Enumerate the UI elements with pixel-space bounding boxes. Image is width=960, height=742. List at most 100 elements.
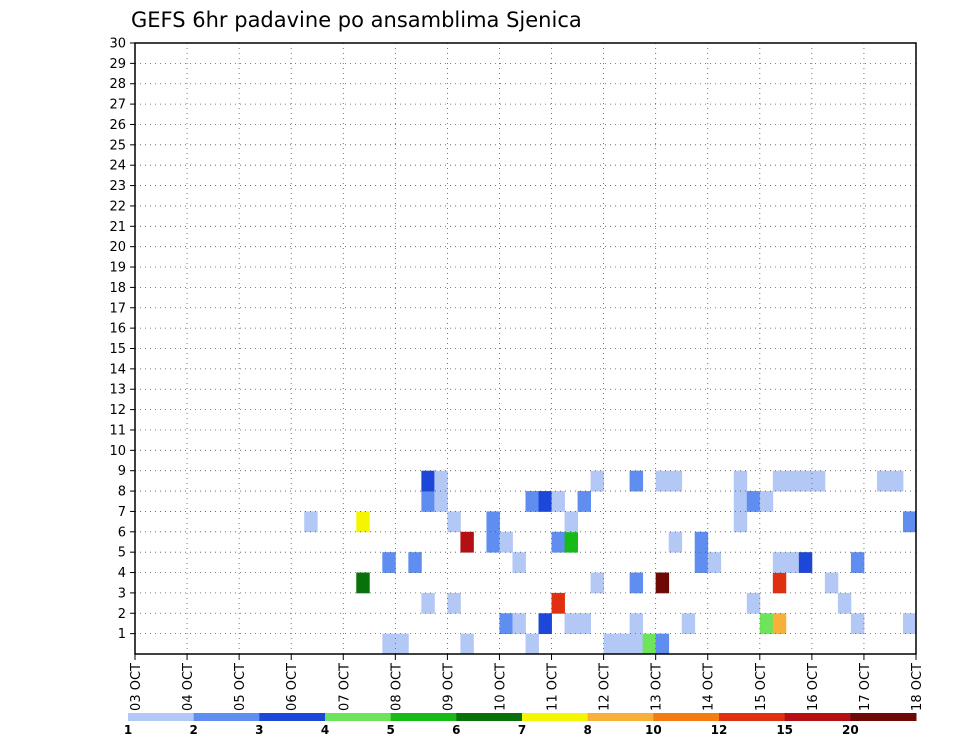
heatmap-cell — [772, 613, 787, 635]
heatmap-cell — [655, 572, 670, 594]
heatmap-cell — [902, 613, 917, 635]
y-tick-label: 3 — [118, 586, 126, 601]
heatmap-cell — [408, 552, 422, 573]
colorbar-label: 8 — [583, 723, 591, 737]
heatmap-cell — [889, 470, 904, 492]
heatmap-cell — [460, 531, 474, 553]
y-tick-label: 20 — [109, 240, 126, 255]
colorbar-swatch — [719, 713, 786, 721]
y-tick-label: 8 — [118, 485, 126, 500]
heatmap-cell — [395, 633, 409, 655]
colorbar-swatch — [193, 713, 260, 721]
heatmap-cell — [707, 552, 722, 573]
heatmap-cell — [629, 633, 644, 655]
y-tick-label: 18 — [109, 281, 126, 296]
x-tick-label: 15 OCT — [754, 663, 769, 711]
colorbar-label: 15 — [776, 723, 793, 737]
heatmap-cell — [551, 592, 565, 614]
heatmap-cell — [902, 511, 917, 533]
heatmap-cell — [681, 613, 696, 635]
heatmap-cell — [551, 491, 565, 512]
x-tick-label: 18 OCT — [910, 663, 925, 711]
colorbar-label: 7 — [518, 723, 526, 737]
y-tick-label: 17 — [109, 301, 126, 316]
x-tick-label: 06 OCT — [285, 663, 300, 711]
colorbar-swatch — [128, 713, 195, 721]
y-tick-label: 30 — [109, 37, 126, 52]
y-tick-label: 5 — [118, 546, 126, 561]
y-tick-label: 15 — [109, 342, 126, 357]
colorbar-label: 10 — [645, 723, 662, 737]
heatmap-cell — [668, 531, 683, 553]
heatmap-cell — [655, 470, 670, 492]
x-tick-label: 12 OCT — [598, 663, 613, 711]
heatmap-cell — [356, 572, 370, 594]
y-tick-label: 21 — [109, 220, 126, 235]
heatmap-cell — [850, 613, 865, 635]
heatmap-cell — [382, 633, 396, 655]
heatmap-cell — [577, 613, 591, 635]
heatmap-cell — [460, 633, 474, 655]
x-tick-label: 08 OCT — [389, 663, 404, 711]
heatmap-cell — [772, 572, 787, 594]
heatmap-cell — [733, 511, 748, 533]
heatmap-cell — [434, 491, 448, 512]
y-axis: 1234567891011121314151617181920212223242… — [109, 37, 135, 642]
heatmap-cells — [304, 470, 917, 655]
heatmap-cell — [434, 470, 448, 492]
chart-title: GEFS 6hr padavine po ansamblima Sjenica — [131, 8, 582, 32]
heatmap-cell — [655, 633, 670, 655]
x-tick-label: 11 OCT — [546, 663, 561, 711]
x-tick-label: 16 OCT — [806, 663, 821, 711]
heatmap-cell — [304, 511, 318, 533]
colorbar-swatch — [653, 713, 720, 721]
heatmap-cell — [486, 511, 500, 533]
heatmap-cell — [512, 613, 526, 635]
heatmap-cell — [759, 491, 774, 512]
heatmap-cell — [759, 613, 774, 635]
y-tick-label: 9 — [118, 464, 126, 479]
heatmap-cell — [564, 613, 578, 635]
heatmap-cell — [590, 572, 604, 594]
grid-lines — [135, 43, 916, 654]
heatmap-cell — [486, 531, 500, 553]
heatmap-cell — [694, 531, 709, 553]
y-tick-label: 27 — [109, 98, 126, 113]
x-tick-label: 05 OCT — [233, 663, 248, 711]
heatmap-cell — [538, 491, 552, 512]
x-tick-label: 14 OCT — [702, 663, 717, 711]
y-tick-label: 13 — [109, 383, 126, 398]
heatmap-cell — [798, 470, 813, 492]
heatmap-cell — [785, 552, 800, 573]
x-tick-label: 13 OCT — [650, 663, 665, 711]
heatmap-cell — [356, 511, 370, 533]
heatmap-cell — [577, 491, 591, 512]
heatmap-cell — [421, 491, 435, 512]
y-tick-label: 1 — [118, 627, 126, 642]
x-tick-label: 17 OCT — [858, 663, 873, 711]
colorbar-label: 4 — [321, 723, 329, 737]
colorbar: 1 2 3 4 5 6 7 8 10 12 15 20 — [124, 713, 917, 737]
heatmap-cell — [746, 491, 761, 512]
heatmap-cell — [746, 592, 761, 614]
heatmap-cell — [603, 633, 618, 655]
heatmap-cell — [798, 552, 813, 573]
colorbar-swatch — [390, 713, 457, 721]
heatmap-cell — [642, 633, 657, 655]
heatmap-cell — [421, 592, 435, 614]
heatmap-cell — [733, 491, 748, 512]
colorbar-label: 6 — [452, 723, 460, 737]
colorbar-swatch — [587, 713, 654, 721]
heatmap-cell — [629, 572, 644, 594]
heatmap-cell — [382, 552, 396, 573]
heatmap-cell — [772, 470, 787, 492]
heatmap-cell — [512, 552, 526, 573]
heatmap-cell — [694, 552, 709, 573]
x-tick-label: 03 OCT — [129, 663, 144, 711]
heatmap-cell — [447, 592, 461, 614]
heatmap-cell — [629, 613, 644, 635]
colorbar-label: 20 — [842, 723, 859, 737]
heatmap-cell — [421, 470, 435, 492]
heatmap-cell — [668, 470, 683, 492]
